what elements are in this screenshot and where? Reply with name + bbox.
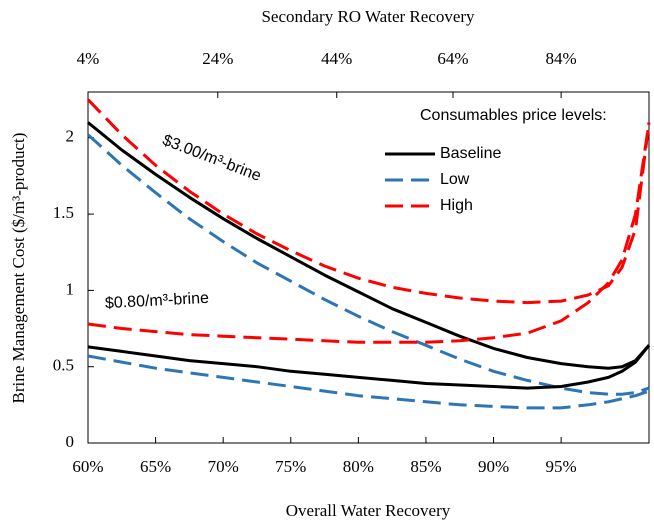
series-line [87,344,651,390]
x2-tick-label: 84% [546,49,577,68]
x2-tick-label: 4% [77,49,100,68]
series-line [86,133,650,396]
x2-tick-label: 44% [321,49,352,68]
x-tick-label: 95% [546,457,577,476]
y-tick-label: 0 [66,432,75,451]
x-tick-label: 75% [275,457,306,476]
annotation: $3.00/m³-brine [160,132,263,185]
x2-tick-label: 24% [202,49,233,68]
y-tick-label: 1 [66,279,75,298]
legend-label: Baseline [440,145,501,162]
x-tick-label: 85% [410,457,441,476]
series-line [87,354,650,410]
legend-label: Low [440,171,470,188]
y-tick-label: 2 [66,127,75,146]
annotation: $0.80/m³-brine [105,290,210,312]
y-tick-label: 0.5 [53,356,74,375]
x-tick-label: 60% [72,457,103,476]
x2-tick-label: 64% [437,49,468,68]
y-tick-label: 1.5 [53,203,74,222]
x-tick-label: 70% [208,457,239,476]
x-tick-label: 90% [478,457,509,476]
legend-label: High [440,197,473,214]
y-axis-title: Brine Management Cost ($/m³-product) [9,133,28,404]
x-axis-title: Overall Water Recovery [286,501,451,520]
series-line [87,122,651,344]
x-tick-label: 80% [343,457,374,476]
plot-frame [87,91,650,444]
series-line [87,121,651,370]
legend-title: Consumables price levels: [420,107,607,124]
top-axis-title: Secondary RO Water Recovery [261,7,475,26]
series-line [86,98,651,305]
x-tick-label: 65% [140,457,171,476]
